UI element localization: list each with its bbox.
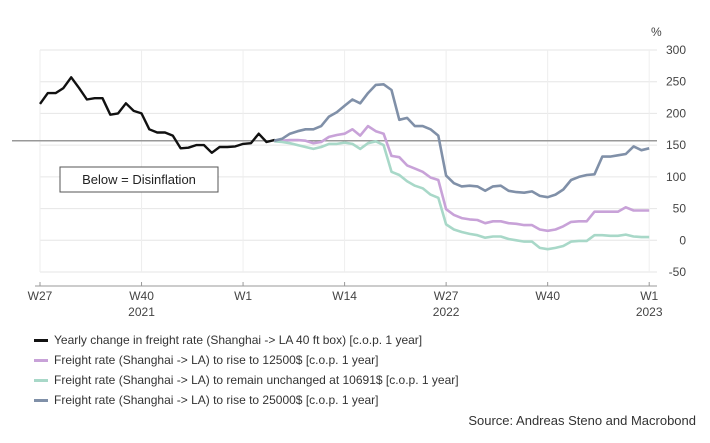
- annotation-text: Below = Disinflation: [82, 172, 196, 187]
- series-line-1: [274, 124, 650, 233]
- x-axis: W27 W40 W1 W14 W27 W40 W1 2021 2022 2023: [28, 282, 663, 319]
- x-tick-label: W40: [535, 289, 560, 303]
- y-tick-label: 50: [673, 202, 687, 216]
- series-line-3: [273, 83, 650, 199]
- annotation-box: [59, 166, 219, 193]
- legend-label: Freight rate (Shanghai -> LA) to remain …: [54, 373, 459, 387]
- legend: Yearly change in freight rate (Shanghai …: [34, 330, 459, 410]
- disinflation-annotation: Below = Disinflation: [59, 166, 219, 193]
- x-tick-label: W1: [640, 289, 658, 303]
- legend-swatch: [34, 358, 48, 362]
- x-tick-label: W27: [28, 289, 53, 303]
- source-note: Source: Andreas Steno and Macrobond: [468, 413, 696, 428]
- legend-swatch: [34, 338, 48, 342]
- legend-label: Freight rate (Shanghai -> LA) to rise to…: [54, 353, 379, 367]
- y-tick-label: -50: [669, 265, 687, 279]
- legend-label: Freight rate (Shanghai -> LA) to rise to…: [54, 393, 379, 407]
- y-tick-label: 250: [666, 75, 686, 89]
- legend-label: Yearly change in freight rate (Shanghai …: [54, 333, 423, 347]
- x-year-label: 2023: [636, 305, 663, 319]
- freight-rate-chart: Below = Disinflation % -50 0 50 100 150 200 25…: [12, 25, 686, 319]
- x-tick-label: W27: [434, 289, 459, 303]
- x-tick-label: W1: [234, 289, 252, 303]
- legend-swatch: [34, 378, 48, 382]
- x-tick-label: W14: [332, 289, 357, 303]
- legend-item: Freight rate (Shanghai -> LA) to rise to…: [34, 350, 459, 370]
- y-tick-label: 0: [679, 233, 686, 247]
- legend-swatch: [34, 398, 48, 402]
- series-lines: [39, 76, 650, 251]
- x-year-label: 2022: [433, 305, 460, 319]
- gridlines: [39, 49, 657, 273]
- y-axis: % -50 0 50 100 150 200 250 300: [651, 25, 686, 279]
- y-tick-label: 200: [666, 106, 686, 120]
- series-line-2: [274, 140, 650, 251]
- y-tick-label: 100: [666, 170, 686, 184]
- y-unit-label: %: [651, 25, 662, 39]
- legend-item: Freight rate (Shanghai -> LA) to rise to…: [34, 390, 459, 410]
- y-tick-label: 150: [666, 138, 686, 152]
- x-year-label: 2021: [128, 305, 155, 319]
- x-tick-label: W40: [129, 289, 154, 303]
- series-line-0: [39, 76, 283, 155]
- legend-item: Freight rate (Shanghai -> LA) to remain …: [34, 370, 459, 390]
- y-tick-label: 300: [666, 43, 686, 57]
- legend-item: Yearly change in freight rate (Shanghai …: [34, 330, 459, 350]
